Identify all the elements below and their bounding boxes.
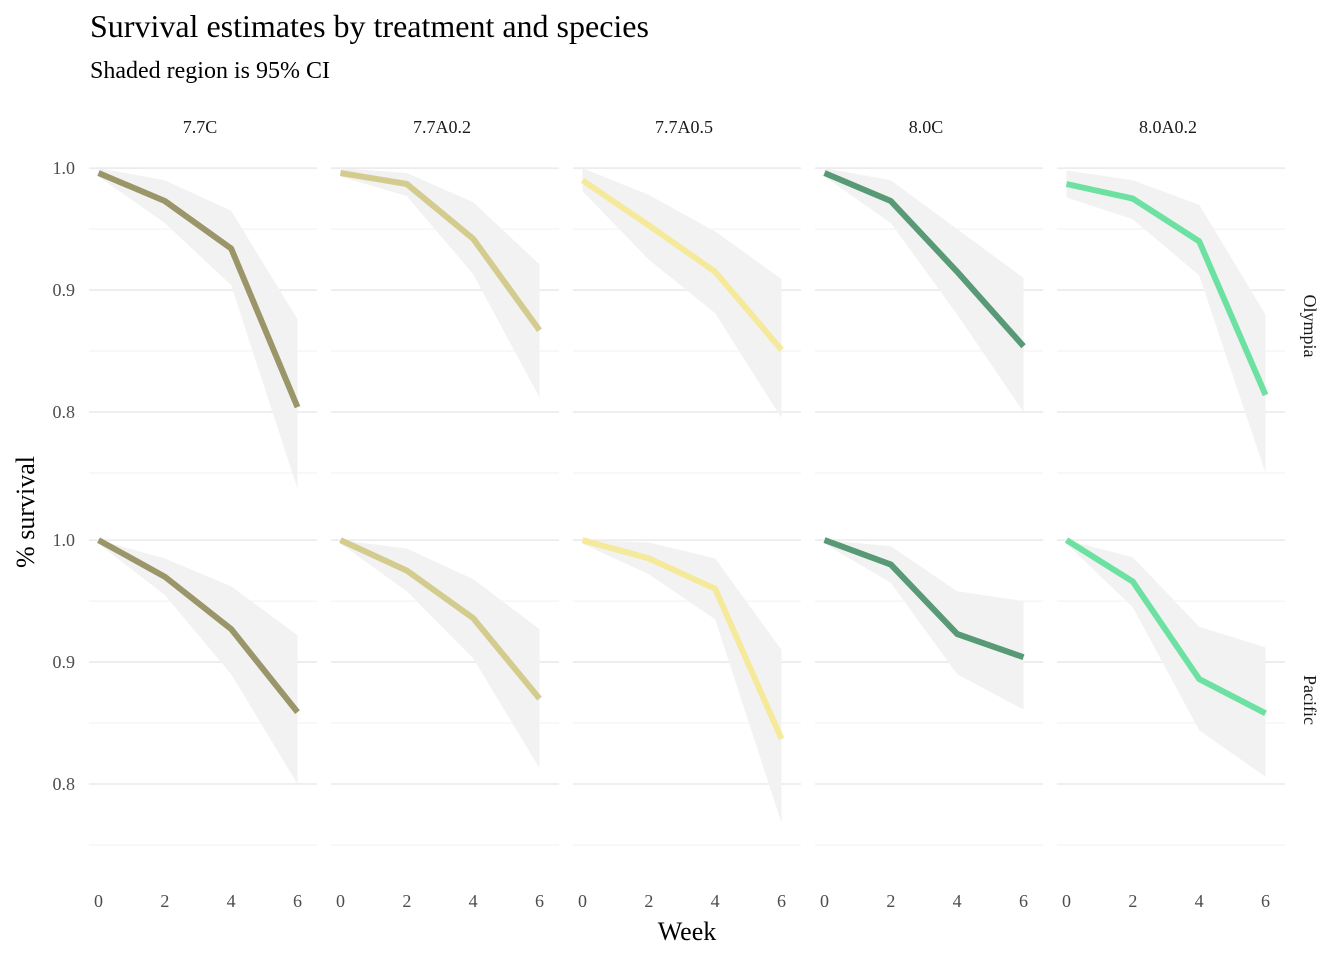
y-tick-label: 0.8 <box>53 774 76 794</box>
y-tick-label: 1.0 <box>53 530 76 550</box>
survival-line-pacific-7.7C <box>97 537 300 714</box>
x-tick-label: 4 <box>1195 891 1204 911</box>
ci-ribbon-pacific-7.7C <box>98 540 298 784</box>
strip-label-column: 8.0C <box>909 117 944 137</box>
survival-line-pacific-7.7A0.5 <box>581 537 785 741</box>
strip-label-row: Pacific <box>1300 675 1320 725</box>
y-tick-label: 0.9 <box>53 280 76 300</box>
survival-line-olympia-7.7A0.2 <box>340 170 542 333</box>
x-tick-label: 4 <box>227 891 236 911</box>
x-tick-label: 6 <box>1019 891 1028 911</box>
x-tick-label: 0 <box>1062 891 1071 911</box>
x-tick-label: 0 <box>94 891 103 911</box>
survival-line-olympia-8.0C <box>823 170 1026 349</box>
chart-subtitle: Shaded region is 95% CI <box>90 58 330 84</box>
x-tick-label: 2 <box>1128 891 1137 911</box>
x-tick-label: 2 <box>886 891 895 911</box>
ci-ribbon-pacific-8.0C <box>824 540 1024 710</box>
ci-ribbon-olympia-8.0C <box>824 168 1024 412</box>
x-tick-label: 0 <box>820 891 829 911</box>
strip-label-column: 8.0A0.2 <box>1139 117 1197 137</box>
ci-ribbon-olympia-7.7C <box>98 168 298 489</box>
survival-line-olympia-7.7C <box>97 170 301 409</box>
x-tick-label: 2 <box>644 891 653 911</box>
ci-ribbon-olympia-8.0A0.2 <box>1066 170 1266 473</box>
x-tick-label: 2 <box>160 891 169 911</box>
x-tick-label: 0 <box>578 891 587 911</box>
x-tick-label: 6 <box>777 891 786 911</box>
x-axis-title: Week <box>658 917 717 946</box>
survival-line-pacific-8.0C <box>823 537 1025 661</box>
strip-label-row: Olympia <box>1300 295 1320 358</box>
ci-ribbon-pacific-8.0A0.2 <box>1066 540 1266 777</box>
survival-line-olympia-8.0A0.2 <box>1065 181 1269 397</box>
ci-ribbon-olympia-7.7A0.5 <box>582 168 782 419</box>
y-tick-label: 0.9 <box>53 652 76 672</box>
strip-label-column: 7.7C <box>183 117 218 137</box>
x-tick-label: 0 <box>336 891 345 911</box>
x-tick-label: 2 <box>402 891 411 911</box>
x-tick-label: 4 <box>711 891 720 911</box>
survival-line-pacific-7.7A0.2 <box>339 537 542 701</box>
strip-label-column: 7.7A0.2 <box>413 117 471 137</box>
chart-title: Survival estimates by treatment and spec… <box>90 8 649 44</box>
survival-line-olympia-7.7A0.5 <box>580 177 784 352</box>
y-tick-label: 0.8 <box>53 402 76 422</box>
ci-ribbon-pacific-7.7A0.2 <box>340 540 540 769</box>
x-tick-label: 6 <box>535 891 544 911</box>
ci-ribbon-pacific-7.7A0.5 <box>582 540 782 823</box>
y-axis-title: % survival <box>11 456 40 568</box>
y-tick-label: 1.0 <box>53 158 76 178</box>
ci-ribbon-olympia-7.7A0.2 <box>340 168 540 398</box>
survival-line-pacific-8.0A0.2 <box>1064 537 1267 716</box>
strip-label-column: 7.7A0.5 <box>655 117 713 137</box>
x-tick-label: 6 <box>293 891 302 911</box>
x-tick-label: 4 <box>953 891 962 911</box>
x-tick-label: 6 <box>1261 891 1270 911</box>
x-tick-label: 4 <box>469 891 478 911</box>
